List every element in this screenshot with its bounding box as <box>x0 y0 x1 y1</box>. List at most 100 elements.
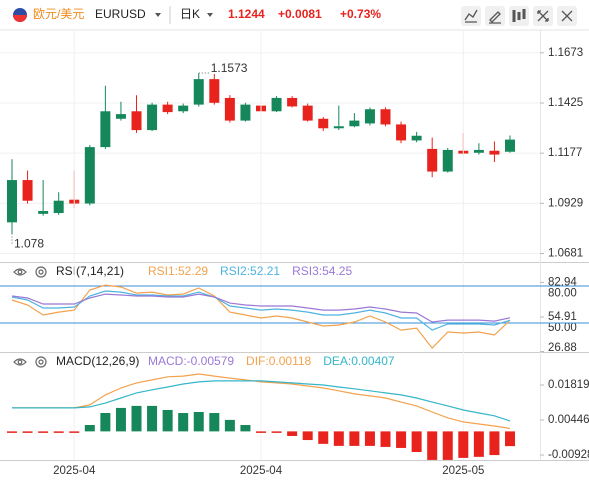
histogram-bar <box>442 431 453 460</box>
candle-body <box>302 105 313 121</box>
candle-body <box>84 147 95 204</box>
gear-icon[interactable] <box>35 356 47 368</box>
y-tick-label: 1.0681 <box>548 248 583 260</box>
candle-body <box>53 200 64 214</box>
legend-entry: RSI3:54.25 <box>292 264 352 278</box>
histogram-bar <box>318 431 329 444</box>
histogram-bar <box>287 431 298 436</box>
histogram-bar <box>69 431 80 433</box>
candle-body <box>224 97 235 121</box>
candle-body <box>473 149 484 153</box>
histogram-bar <box>22 431 33 433</box>
candle-body <box>147 104 158 131</box>
toolbar <box>461 6 577 26</box>
legend-entry: DIF:0.00118 <box>246 354 311 368</box>
series-line <box>11 290 511 331</box>
candle-body <box>100 111 111 148</box>
histogram-bar <box>364 431 375 446</box>
histogram-bar <box>458 431 469 458</box>
gear-icon[interactable] <box>35 266 47 278</box>
pair-name: 欧元/美元 <box>33 7 84 21</box>
gear-icon <box>38 269 44 275</box>
period[interactable]: 日K <box>180 7 200 21</box>
y-tick-label: 1.0929 <box>548 197 583 209</box>
y-tick-label: 50.00 <box>548 322 577 334</box>
eye-icon <box>17 269 23 275</box>
panel-title: RSI(7,14,21) <box>56 264 124 278</box>
histogram-bar <box>396 431 407 448</box>
candle-body <box>115 114 126 119</box>
legend-entry: RSI2:52.21 <box>220 264 280 278</box>
candle-body <box>505 139 515 152</box>
change-pct: +0.73% <box>340 7 381 21</box>
histogram-bar <box>178 413 189 432</box>
candle-body <box>396 124 407 141</box>
candle-body <box>411 135 422 141</box>
y-tick-label: 1.1177 <box>548 147 582 159</box>
tool-icon <box>464 9 478 23</box>
eye-icon <box>17 359 23 365</box>
histogram-bar <box>115 407 126 432</box>
y-tick-label: 82.94 <box>548 276 577 288</box>
candle-body <box>271 97 282 112</box>
candle-body <box>287 97 298 107</box>
legend-entry: DEA:0.00407 <box>323 354 395 368</box>
histogram-bar <box>224 419 235 432</box>
tool-icon <box>512 9 526 22</box>
histogram-bar <box>193 412 204 432</box>
legend-entry: MACD:-0.00579 <box>148 354 234 368</box>
histogram-bar <box>240 425 251 432</box>
tool-button[interactable] <box>485 6 505 26</box>
candle-body <box>240 104 251 121</box>
histogram-bar <box>427 431 438 460</box>
histogram-bar <box>100 413 111 432</box>
candle-body <box>38 211 49 214</box>
eye-icon[interactable] <box>13 358 27 366</box>
y-tick-label: 54.91 <box>548 311 577 323</box>
panel-title: MACD(12,26,9) <box>56 354 139 368</box>
y-tick-label: 0.00446 <box>548 414 589 426</box>
candle-body <box>489 150 500 155</box>
histogram-bar <box>333 431 344 446</box>
dropdown-arrow[interactable] <box>155 13 161 17</box>
eye-icon[interactable] <box>13 268 27 276</box>
histogram-bar <box>411 431 422 453</box>
x-tick-label: 2025-04 <box>240 465 283 477</box>
histogram-bar <box>505 431 515 447</box>
histogram-bar <box>473 431 484 457</box>
histogram-bar <box>489 431 500 456</box>
histogram-bar <box>209 413 220 432</box>
histogram-bar <box>162 409 173 432</box>
x-tick-label: 2025-05 <box>442 465 484 477</box>
candle-body <box>209 79 220 103</box>
price: 1.1244 <box>228 7 265 21</box>
series-line <box>12 373 511 429</box>
y-tick-label: 1.1673 <box>548 47 583 59</box>
histogram-bar <box>271 431 282 433</box>
histogram-bar <box>302 431 313 441</box>
histogram-bar <box>38 431 49 433</box>
histogram-bar <box>380 431 391 447</box>
dropdown-arrow[interactable] <box>207 13 213 17</box>
candle-body <box>7 180 17 223</box>
legend-entry: RSI1:52.29 <box>148 264 208 278</box>
tool-icon <box>561 10 573 22</box>
histogram-bar <box>349 431 360 446</box>
histogram-bar <box>256 431 266 433</box>
histogram-bar <box>53 431 64 433</box>
candle-body <box>333 126 344 129</box>
y-tick-label: 0.01819 <box>548 379 589 391</box>
candle-body <box>318 118 329 129</box>
candle-body <box>380 109 391 125</box>
candle-body <box>442 149 453 172</box>
x-tick-label: 2025-04 <box>53 465 96 477</box>
candle-body <box>131 111 142 131</box>
panel-icons <box>13 266 47 368</box>
y-tick-label: 26.88 <box>548 342 577 354</box>
candle-body <box>427 148 438 172</box>
candle-body <box>162 104 173 113</box>
change: +0.0081 <box>278 7 322 21</box>
